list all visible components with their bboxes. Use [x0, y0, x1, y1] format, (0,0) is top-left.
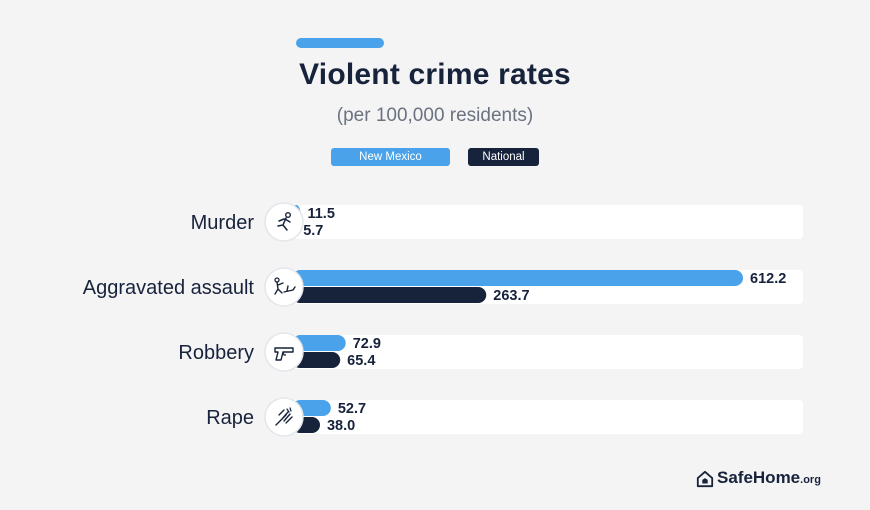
brand-tld: .org	[800, 474, 821, 486]
value-label-robbery-new-mexico: 72.9	[353, 336, 381, 352]
brand-name: SafeHome	[717, 468, 801, 487]
value-label-rape-new-mexico: 52.7	[338, 401, 366, 417]
brand-logo: SafeHome .org	[696, 468, 821, 490]
category-label-rape: Rape	[206, 407, 254, 429]
value-label-robbery-national: 65.4	[347, 353, 375, 369]
track-robbery	[288, 335, 803, 369]
legend-national: National	[468, 148, 539, 166]
track-murder	[288, 205, 803, 239]
running-person-icon	[264, 202, 304, 242]
value-label-murder-new-mexico: 11.5	[307, 206, 334, 222]
value-label-aggravated-assault-national: 263.7	[493, 288, 529, 304]
bar-robbery-national	[292, 352, 341, 368]
house-shield-icon	[696, 470, 714, 488]
value-label-aggravated-assault-new-mexico: 612.2	[750, 271, 786, 287]
category-label-murder: Murder	[191, 212, 255, 234]
value-label-murder-national: 5.7	[303, 223, 323, 239]
chart-title: Violent crime rates	[299, 58, 571, 91]
category-label-aggravated-assault: Aggravated assault	[83, 277, 255, 299]
title-accent-bar	[296, 38, 384, 48]
assault-icon	[264, 267, 304, 307]
track-rape	[288, 400, 803, 434]
bar-aggravated-assault-national	[292, 287, 487, 303]
bar-robbery-new-mexico	[292, 335, 346, 351]
handgun-icon	[264, 332, 304, 372]
legend-new-mexico: New Mexico	[331, 148, 450, 166]
value-label-rape-national: 38.0	[327, 418, 355, 434]
hand-grab-icon	[264, 397, 304, 437]
category-label-robbery: Robbery	[178, 342, 254, 364]
chart-subtitle: (per 100,000 residents)	[336, 105, 534, 126]
bar-aggravated-assault-new-mexico	[292, 270, 743, 286]
